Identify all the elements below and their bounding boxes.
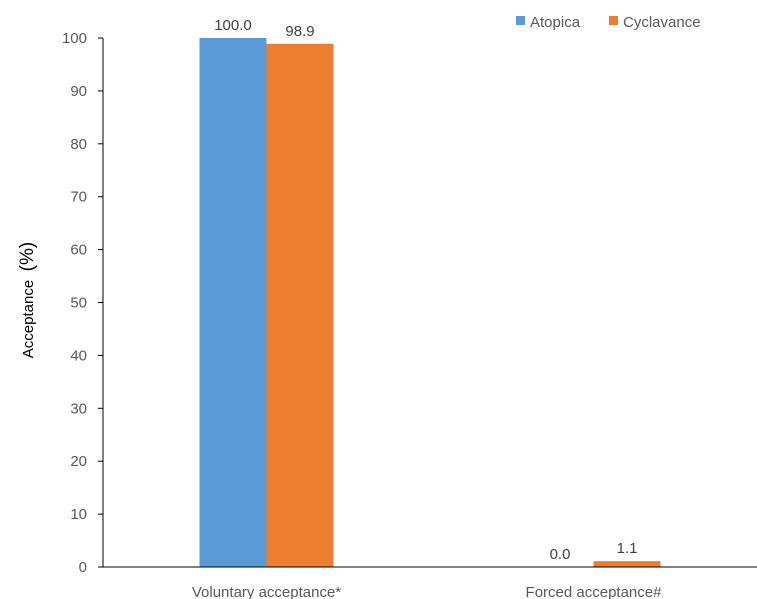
legend-swatch-cyclavance [609, 16, 618, 25]
bars [199, 38, 661, 568]
svg-text:Acceptance (%): Acceptance (%) [17, 242, 38, 358]
y-axis-title: Acceptance (%) [17, 242, 38, 358]
bar-cyclavance-1 [593, 561, 661, 567]
y-tick-label: 50 [70, 295, 87, 312]
data-label: 1.1 [617, 540, 638, 557]
legend-label-atopica: Atopica [530, 14, 581, 31]
data-label: 0.0 [550, 546, 571, 563]
y-tick-label: 30 [70, 400, 87, 417]
legend: Atopica Cyclavance [516, 14, 701, 31]
y-tick-label: 40 [70, 347, 87, 364]
data-labels: 100.0 98.9 0.0 1.1 [214, 17, 637, 563]
x-category-label: Forced acceptance# [526, 584, 663, 599]
data-label: 98.9 [285, 23, 314, 40]
y-tick-label: 20 [70, 453, 87, 470]
bar-cyclavance-0 [266, 43, 334, 568]
y-tick-label: 100 [62, 30, 87, 47]
y-axis-unit: (%) [17, 242, 38, 272]
y-axis-ticks: 0 10 20 30 40 50 60 70 80 90 100 [62, 30, 103, 576]
y-tick-label: 70 [70, 189, 87, 206]
y-tick-label: 0 [79, 559, 87, 576]
legend-label-cyclavance: Cyclavance [623, 14, 701, 31]
data-label: 100.0 [214, 17, 252, 34]
y-tick-label: 90 [70, 83, 87, 100]
y-tick-label: 60 [70, 242, 87, 259]
legend-swatch-atopica [516, 16, 525, 25]
x-category-label: Voluntary acceptance* [192, 584, 341, 599]
x-axis-categories: Voluntary acceptance* Forced acceptance# [192, 584, 662, 599]
bar-atopica-0 [199, 38, 267, 567]
y-tick-label: 10 [70, 506, 87, 523]
y-tick-label: 80 [70, 136, 87, 153]
y-axis-label: Acceptance [20, 280, 37, 358]
